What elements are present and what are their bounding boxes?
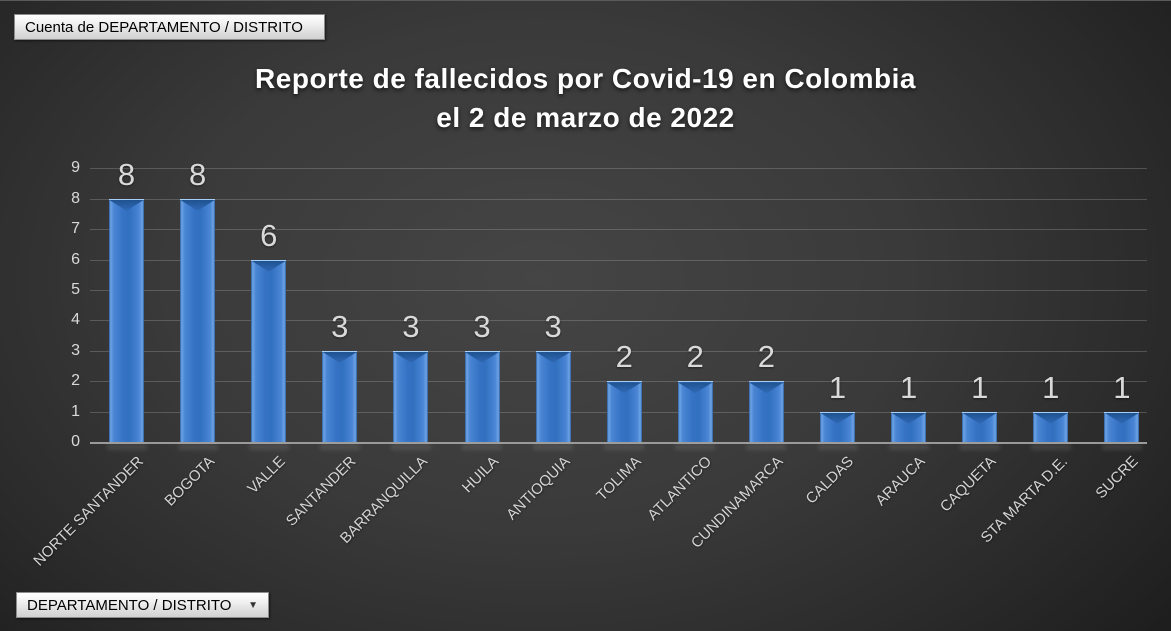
bar-reflection xyxy=(604,444,645,450)
bar-reflection xyxy=(1030,444,1071,450)
data-label: 3 xyxy=(544,308,562,344)
data-label: 3 xyxy=(402,308,420,344)
bar-reflection xyxy=(177,444,218,450)
bar-reflection xyxy=(319,444,360,450)
x-axis-category-label: HUILA xyxy=(458,453,503,497)
y-axis-tick-label: 8 xyxy=(71,189,80,207)
data-label: 8 xyxy=(188,156,207,192)
x-axis-line xyxy=(90,442,1147,444)
bar-sta-marta-d-e-[interactable] xyxy=(1033,411,1069,442)
bar-norte-santander[interactable] xyxy=(109,198,144,442)
chart-title-line2: el 2 de marzo de 2022 xyxy=(436,102,735,133)
bar-bogota[interactable] xyxy=(180,198,216,442)
y-axis-tick-label: 5 xyxy=(71,281,80,298)
gridline xyxy=(90,320,1147,322)
x-axis-category-label: SANTANDER xyxy=(283,453,360,530)
data-label: 2 xyxy=(757,339,776,375)
gridline xyxy=(90,350,1147,352)
y-axis-tick-label: 9 xyxy=(71,159,80,177)
data-label: 3 xyxy=(473,308,491,344)
bar-reflection xyxy=(746,444,787,450)
chart-title-line1: Reporte de fallecidos por Covid-19 en Co… xyxy=(255,63,916,94)
bar-antioquia[interactable] xyxy=(535,350,571,442)
chart-title: Reporte de fallecidos por Covid-19 en Co… xyxy=(0,59,1171,137)
bar-arauca[interactable] xyxy=(891,411,927,442)
y-axis-tick-label: 2 xyxy=(71,372,80,390)
x-axis-category-label: TOLIMA xyxy=(592,453,645,505)
x-axis-category-label: CALDAS xyxy=(803,453,858,508)
x-axis-category-label: ARAUCA xyxy=(872,453,929,510)
pivot-value-field-button[interactable]: Cuenta de DEPARTAMENTO / DISTRITO xyxy=(14,14,325,40)
gridline xyxy=(90,229,1147,231)
bar-reflection xyxy=(390,444,431,450)
bar-reflection xyxy=(675,444,716,450)
bar-valle[interactable] xyxy=(251,259,287,442)
data-label: 1 xyxy=(1042,369,1060,405)
bar-reflection xyxy=(817,444,858,450)
x-axis-category-label: VALLE xyxy=(244,453,289,498)
data-label: 3 xyxy=(331,308,349,344)
gridline xyxy=(90,290,1147,291)
bar-santander[interactable] xyxy=(322,350,358,442)
bar-huila[interactable] xyxy=(464,350,500,442)
bar-reflection xyxy=(462,444,502,450)
bar-atlantico[interactable] xyxy=(677,381,713,442)
bar-reflection xyxy=(959,444,1000,450)
x-axis-category-label: NORTE SANTANDER xyxy=(29,453,147,570)
x-axis-category-label: BOGOTA xyxy=(161,453,218,510)
x-axis-category-label: ANTIOQUIA xyxy=(502,453,574,524)
data-label: 2 xyxy=(615,339,633,375)
bar-tolima[interactable] xyxy=(606,381,642,442)
x-axis-category-label: ATLANTICO xyxy=(644,453,716,524)
y-axis-tick-label: 1 xyxy=(71,402,80,420)
dropdown-arrow-icon[interactable]: ▼ xyxy=(248,599,258,611)
x-axis-category-label: CAQUETA xyxy=(937,453,1000,516)
bar-reflection xyxy=(1101,444,1142,450)
pivot-axis-field-label: DEPARTAMENTO / DISTRITO xyxy=(27,596,232,614)
bar-sucre[interactable] xyxy=(1104,411,1140,442)
data-label: 6 xyxy=(260,217,278,253)
data-label: 1 xyxy=(971,369,989,405)
bar-cundinamarca[interactable] xyxy=(748,381,784,442)
gridline xyxy=(90,168,1147,170)
gridline xyxy=(90,259,1147,261)
data-label: 1 xyxy=(899,369,918,405)
y-axis-tick-label: 0 xyxy=(71,433,80,450)
y-axis-tick-label: 4 xyxy=(71,311,80,329)
bar-caqueta[interactable] xyxy=(962,411,998,442)
bar-reflection xyxy=(533,444,574,450)
data-label: 8 xyxy=(117,156,136,192)
bar-reflection xyxy=(888,444,929,450)
bar-caldas[interactable] xyxy=(820,411,855,442)
x-axis-category-label: SUCRE xyxy=(1092,453,1142,503)
y-axis-tick-label: 3 xyxy=(71,341,80,359)
data-label: 1 xyxy=(828,369,847,405)
gridline xyxy=(90,198,1147,200)
y-axis-tick-label: 7 xyxy=(71,220,80,238)
data-label: 1 xyxy=(1113,369,1131,405)
y-axis-tick-label: 6 xyxy=(71,250,80,268)
pivot-value-field-label: Cuenta de DEPARTAMENTO / DISTRITO xyxy=(25,18,303,36)
bar-reflection xyxy=(106,444,147,450)
bar-reflection xyxy=(248,444,289,450)
data-label: 2 xyxy=(686,339,704,375)
bar-barranquilla[interactable] xyxy=(393,350,429,442)
pivot-axis-field-button[interactable]: DEPARTAMENTO / DISTRITO ▼ xyxy=(16,592,269,618)
